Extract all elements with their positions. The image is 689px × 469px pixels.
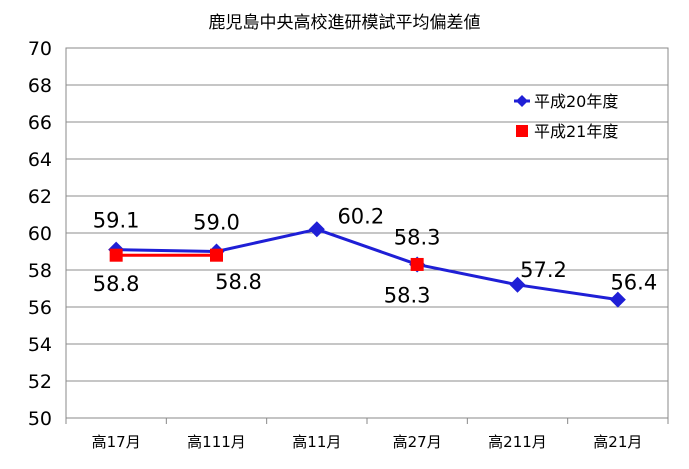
data-point-diamond <box>609 291 626 308</box>
y-tick-label: 54 <box>28 334 52 356</box>
x-tick-label: 高111月 <box>187 433 246 451</box>
chart-title: 鹿児島中央高校進研模試平均偏差値 <box>208 13 481 33</box>
x-tick-label: 高17月 <box>92 433 141 451</box>
series-line-segment <box>517 283 619 302</box>
y-tick-label: 60 <box>28 223 52 245</box>
data-point-square <box>109 248 123 262</box>
data-label: 57.2 <box>520 258 567 282</box>
series-line-segment <box>316 227 418 266</box>
data-label: 60.2 <box>337 204 384 228</box>
y-tick-label: 58 <box>28 260 52 282</box>
legend-marker <box>516 125 528 137</box>
series-line-segment <box>416 262 518 287</box>
data-label: 58.3 <box>394 225 441 249</box>
x-tick-label: 高21月 <box>593 433 642 451</box>
data-label: 59.1 <box>93 209 140 233</box>
y-tick-label: 52 <box>28 371 52 393</box>
data-point-diamond <box>308 221 325 238</box>
data-label: 56.4 <box>610 271 657 295</box>
data-label: 58.8 <box>93 272 140 296</box>
series-line-segment <box>116 248 217 253</box>
data-label: 58.3 <box>384 283 431 307</box>
y-tick-label: 66 <box>28 112 52 134</box>
data-label: 58.8 <box>215 270 262 294</box>
data-label: 59.0 <box>193 211 240 235</box>
x-tick-label: 高11月 <box>292 433 341 451</box>
y-tick-label: 64 <box>28 149 52 171</box>
legend-marker <box>516 95 528 107</box>
legend-label: 平成21年度 <box>534 122 618 141</box>
y-tick-label: 62 <box>28 186 52 208</box>
data-point-square <box>410 257 424 271</box>
y-tick-label: 68 <box>28 75 52 97</box>
y-tick-label: 56 <box>28 297 52 319</box>
series-line-segment <box>216 227 318 253</box>
data-point-diamond <box>509 276 526 293</box>
y-tick-label: 70 <box>28 38 52 60</box>
legend-label: 平成20年度 <box>534 92 618 111</box>
data-point-square <box>210 248 223 262</box>
y-tick-label: 50 <box>28 408 52 430</box>
x-tick-label: 高27月 <box>393 433 442 451</box>
x-tick-label: 高211月 <box>488 433 547 451</box>
